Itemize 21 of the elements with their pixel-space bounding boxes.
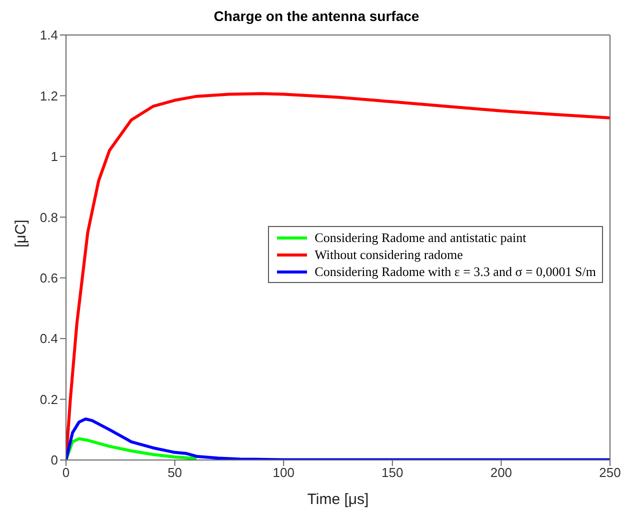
x-tick-label: 150 [382, 465, 404, 480]
x-axis-title: Time [μs] [307, 491, 369, 508]
chart-title: Charge on the antenna surface [212, 8, 420, 24]
y-tick-label: 0.2 [40, 392, 58, 407]
x-tick-label: 50 [168, 465, 182, 480]
y-tick-label: 0 [50, 452, 58, 468]
y-tick-label: 1.2 [40, 88, 58, 104]
line-series [66, 437, 198, 460]
legend-label: Considering Radome with ε = 3.3 and σ = 0,0001 S/m [314, 263, 596, 280]
y-tick-label: 0.8 [40, 210, 58, 225]
x-tick-label: 200 [490, 465, 512, 480]
x-tick-label: 250 [599, 465, 621, 480]
y-tick-label: 1.4 [40, 28, 58, 43]
y-tick-label: 1 [50, 149, 58, 164]
x-tick-label: 100 [272, 465, 294, 480]
legend-label: Considering Radome and antistatic paint [314, 229, 526, 246]
y-axis-title: [μC] [12, 220, 30, 248]
legend-label: Without considering radome [314, 246, 463, 263]
x-tick-label: 0 [62, 465, 70, 480]
y-tick-label: 0.4 [40, 331, 58, 346]
y-tick-label: 0.6 [40, 270, 58, 286]
